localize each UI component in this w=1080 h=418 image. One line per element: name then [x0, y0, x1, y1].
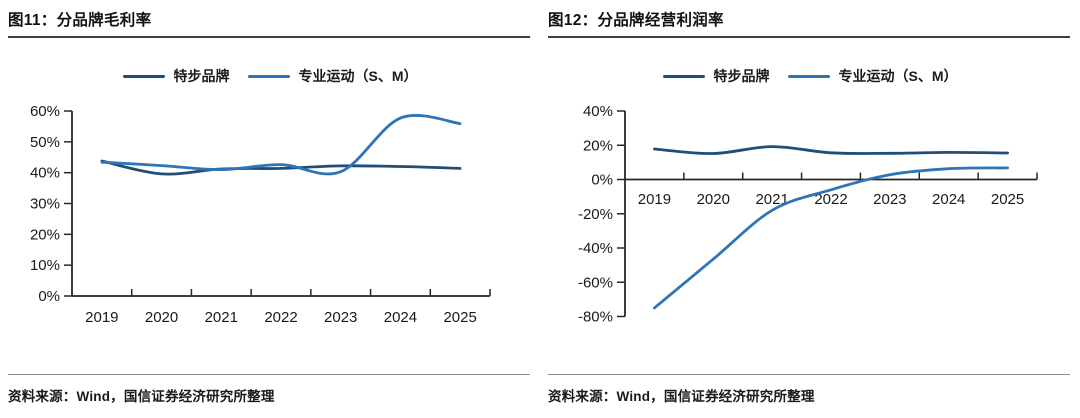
- series-line-pro-sports: [100, 114, 462, 176]
- legend-item-xtep-brand: 特步品牌: [122, 66, 230, 86]
- legend-item-pro-sports: 专业运动（S、M）: [247, 66, 418, 86]
- x-tick-label: 2021: [205, 309, 238, 326]
- x-tick-label: 2023: [324, 309, 357, 326]
- y-tick-label: -60%: [578, 274, 613, 291]
- x-tick-label: 2021: [755, 191, 788, 208]
- legend-line-swatch: [247, 74, 290, 78]
- y-tick-label: 20%: [583, 137, 613, 154]
- panel-gross-margin: 图11：分品牌毛利率 特步品牌 专业运动（S、M） 0% 10% 20% 30% 40%…: [0, 8, 540, 406]
- figure-title: 图12：分品牌经营利润率: [548, 12, 724, 29]
- y-tick-label: 60%: [30, 103, 60, 120]
- source-divider: 资料来源：Wind，国信证券经济研究所整理: [8, 374, 530, 406]
- x-tick-label: 2019: [638, 191, 671, 208]
- y-tick-label: -80%: [578, 309, 613, 326]
- line-chart-operating-margin: -80% -60% -40% -20% 0% 20% 40% 2019 2020 2021 2022…: [578, 103, 1038, 326]
- x-tick-label: 2019: [85, 309, 118, 326]
- x-tick-label: 2020: [697, 191, 730, 208]
- legend-label: 特步品牌: [173, 68, 230, 84]
- figure-title: 图11：分品牌毛利率: [8, 12, 152, 29]
- source-note: 资料来源：Wind，国信证券经济研究所整理: [8, 389, 275, 404]
- y-tick-label: 40%: [583, 103, 613, 120]
- legend-label: 特步品牌: [713, 68, 770, 84]
- y-tick-label: 40%: [30, 165, 60, 182]
- source-note: 资料来源：Wind，国信证券经济研究所整理: [548, 389, 815, 404]
- x-tick-label: 2023: [873, 191, 906, 208]
- series-line-xtep-brand: [100, 159, 462, 176]
- legend-item-xtep-brand: 特步品牌: [662, 66, 770, 86]
- y-tick-label: 20%: [30, 226, 60, 243]
- y-tick-label: 0%: [38, 288, 60, 305]
- x-tick-label: 2025: [443, 309, 476, 326]
- x-tick-label: 2022: [264, 309, 297, 326]
- y-tick-label: 50%: [30, 134, 60, 151]
- panel-operating-margin: 图12：分品牌经营利润率 特步品牌 专业运动（S、M） -80% -60% -40%…: [540, 0, 1080, 418]
- y-tick-label: 10%: [30, 257, 60, 274]
- source-divider: 资料来源：Wind，国信证券经济研究所整理: [548, 374, 1070, 406]
- legend-item-pro-sports: 专业运动（S、M）: [787, 66, 958, 86]
- figure-title-underline: 图11：分品牌毛利率: [8, 8, 530, 38]
- legend-line-swatch: [122, 74, 165, 78]
- y-tick-label: 0%: [591, 172, 613, 189]
- legend: 特步品牌 专业运动（S、M）: [540, 66, 1080, 86]
- series-line-xtep-brand: [653, 145, 1009, 155]
- legend-line-swatch: [787, 74, 830, 78]
- series-line-pro-sports: [653, 166, 1009, 310]
- y-tick-label: 30%: [30, 196, 60, 213]
- x-tick-label: 2024: [932, 191, 965, 208]
- y-tick-label: -20%: [578, 206, 613, 223]
- legend-label: 专业运动（S、M）: [838, 68, 958, 84]
- y-tick-label: -40%: [578, 240, 613, 257]
- legend-line-swatch: [662, 74, 705, 78]
- x-tick-label: 2022: [814, 191, 847, 208]
- x-tick-label: 2024: [384, 309, 417, 326]
- legend-label: 专业运动（S、M）: [298, 68, 418, 84]
- x-tick-label: 2025: [991, 191, 1024, 208]
- x-tick-label: 2020: [145, 309, 178, 326]
- legend: 特步品牌 专业运动（S、M）: [0, 66, 540, 86]
- figure-title-underline: 图12：分品牌经营利润率: [548, 8, 1070, 38]
- line-chart-gross-margin: 0% 10% 20% 30% 40% 50% 60% 2019 2020 2021 2022 2023…: [30, 103, 491, 326]
